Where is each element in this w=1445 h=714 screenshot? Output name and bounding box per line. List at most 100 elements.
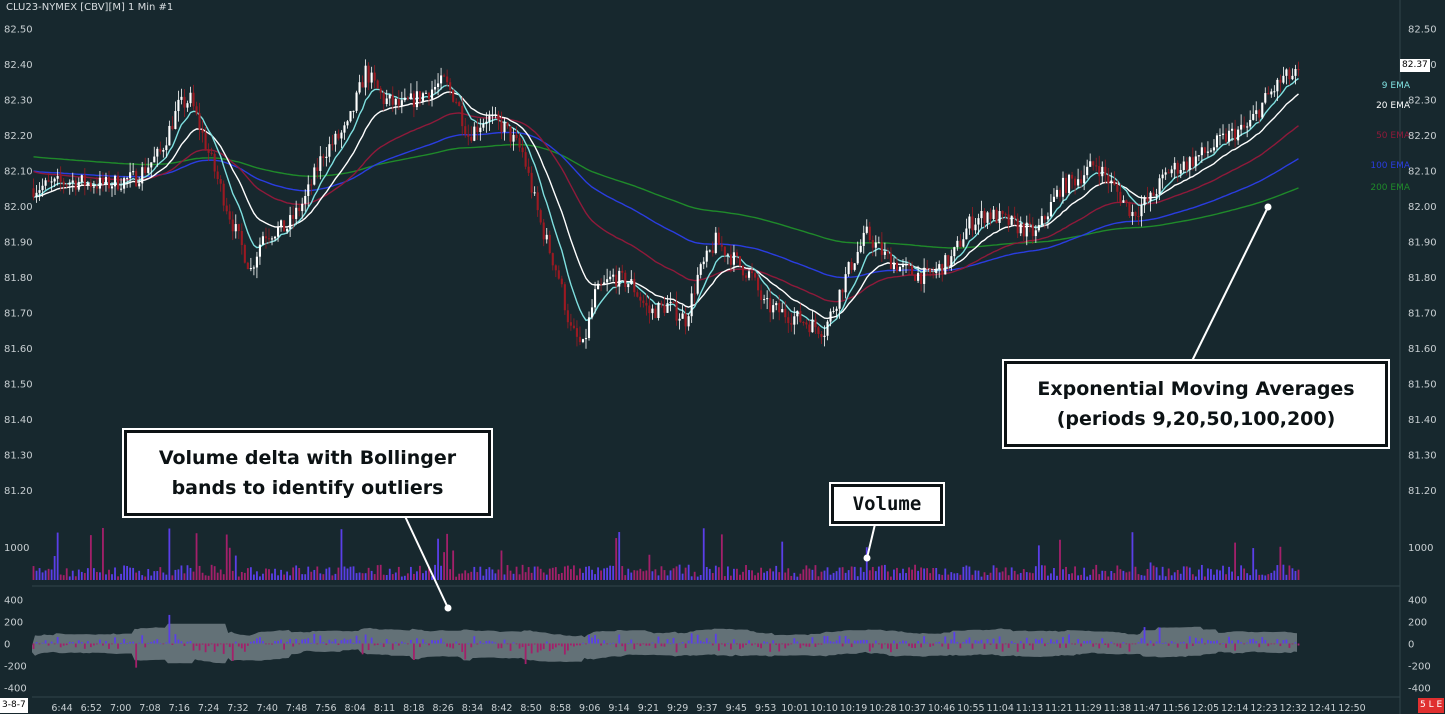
volume-bar [1264,575,1267,580]
delta-bar [1068,634,1070,644]
candle-body [123,178,126,189]
volume-bar [699,574,702,580]
price-axis-label-left: 82.20 [4,131,33,142]
candle-body [298,207,301,212]
delta-bar [877,643,880,645]
delta-bar [388,642,391,644]
delta-bar [1019,641,1022,644]
candle-body [1200,147,1203,156]
volume-bar [210,564,213,580]
delta-bar [1261,637,1264,644]
candle-body [479,127,482,133]
volume-bar [259,576,261,580]
delta-bar [316,643,319,645]
candle-body [1212,147,1216,151]
candle-body [1101,166,1104,177]
volume-bar [394,572,397,580]
delta-bar [974,640,977,644]
delta-bar [699,640,702,644]
volume-bar [485,569,488,580]
candle-body [216,171,219,180]
delta-bar [144,643,147,648]
delta-bar [748,640,750,644]
candle-body [868,226,871,240]
delta-bar [80,642,83,644]
delta-bar [298,643,301,645]
delta-bar [621,643,624,647]
delta-bar [790,643,793,645]
candle-body [1137,215,1140,217]
candle-body [898,266,902,272]
delta-bar [603,640,606,644]
candle-body [1197,155,1200,157]
volume-bar [914,564,916,580]
candle-body [998,211,1001,223]
candle-body [207,149,210,153]
delta-bar [733,639,735,644]
volume-bar [856,576,859,580]
volume-bar [953,573,956,580]
volume-bar [1107,576,1110,580]
candle-body [397,98,400,106]
volume-bar [1034,566,1037,580]
volume-bar [1234,542,1236,580]
candle-body [983,210,986,223]
candle-body [1086,166,1089,176]
volume-bar [186,565,189,580]
delta-bar [364,634,367,644]
volume-bar [319,573,322,580]
delta-axis-label-left: -200 [4,662,27,673]
volume-bar [298,568,301,580]
volume-bar [1037,545,1040,580]
delta-bar [50,641,53,644]
candle-body [787,317,790,324]
volume-bar [479,566,482,580]
candle-body [917,272,920,281]
candle-body [569,322,572,326]
delta-bar [1107,643,1110,648]
delta-bar [576,643,578,646]
delta-bar [1007,643,1010,648]
delta-bar [805,643,808,647]
volume-bar [947,574,950,580]
volume-bar [1125,572,1128,580]
delta-bar [548,643,551,652]
candle-body [1240,124,1243,130]
volume-bar [980,576,983,580]
candle-body [793,316,796,325]
volume-bar [219,569,222,580]
candle-body [376,80,379,89]
volume-bar [231,570,234,580]
delta-bar [711,643,714,646]
delta-bar [1152,643,1155,646]
time-axis-label: 10:37 [899,703,926,714]
delta-bar [71,642,74,644]
delta-bar [186,641,189,644]
delta-bar [252,641,255,644]
delta-bar [219,643,222,645]
delta-bar [654,643,657,649]
candle-body [603,282,606,285]
candle-body [440,75,443,84]
candle-body [461,105,464,127]
volume-bar [690,576,693,580]
volume-bar [959,574,962,580]
volume-bar [346,568,349,580]
candle-body [107,176,111,189]
price-axis-label-left: 81.90 [4,237,33,248]
candle-body [98,177,101,189]
candle-body [156,148,159,157]
volume-bar [832,572,835,580]
volume-bar [271,573,273,580]
candle-body [120,188,123,190]
candle-body [980,210,983,219]
candle-body [1083,175,1086,184]
time-axis-label: 12:41 [1309,703,1336,714]
candle-body [763,299,766,301]
candle-body [352,110,355,112]
delta-bar [941,643,944,647]
volume-bar [1219,570,1221,580]
callout-leaders [402,203,1272,612]
candle-body [509,126,512,142]
